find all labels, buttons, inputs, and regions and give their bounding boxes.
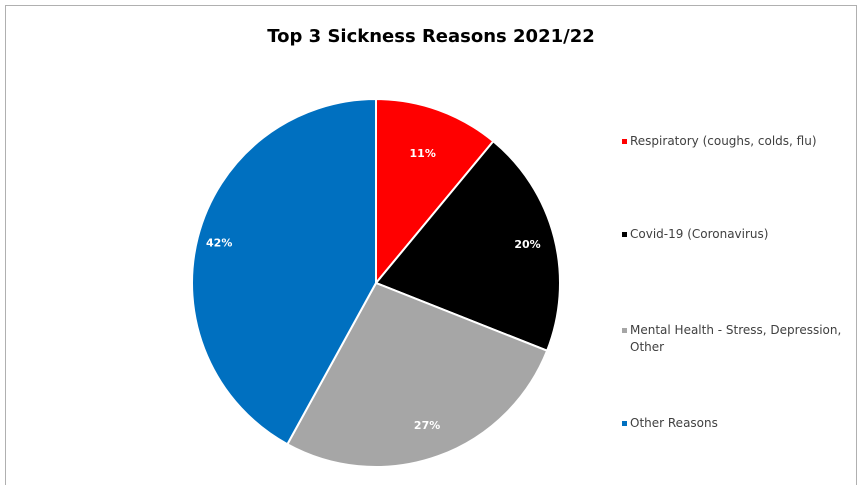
legend-label-other-reasons: Other Reasons [630, 416, 718, 430]
legend-item-respiratory: Respiratory (coughs, colds, flu) [622, 133, 847, 150]
pie-slice-mental-health [286, 281, 549, 468]
legend-label-respiratory: Respiratory (coughs, colds, flu) [630, 134, 817, 148]
legend-item-covid-19: Covid-19 (Coronavirus) [622, 226, 847, 243]
pie-slice-respiratory [375, 97, 495, 286]
legend-swatch-respiratory [622, 139, 627, 144]
data-label-other-reasons: 42% [206, 237, 232, 250]
legend-item-other-reasons: Other Reasons [622, 415, 847, 432]
legend-swatch-mental-health [622, 328, 627, 333]
pie-slice-covid-19 [374, 139, 561, 353]
data-label-respiratory: 11% [410, 147, 436, 160]
legend-item-mental-health: Mental Health - Stress, Depression, Othe… [622, 322, 847, 356]
legend-swatch-covid-19 [622, 232, 627, 237]
data-label-covid-19: 20% [514, 238, 540, 251]
data-label-mental-health: 27% [414, 419, 440, 432]
legend-label-covid-19: Covid-19 (Coronavirus) [630, 227, 769, 241]
legend-swatch-other-reasons [622, 421, 627, 426]
pie-slice-other-reasons [191, 97, 377, 446]
legend-label-mental-health: Mental Health - Stress, Depression, Othe… [630, 323, 842, 354]
chart-title: Top 3 Sickness Reasons 2021/22 [267, 26, 595, 47]
